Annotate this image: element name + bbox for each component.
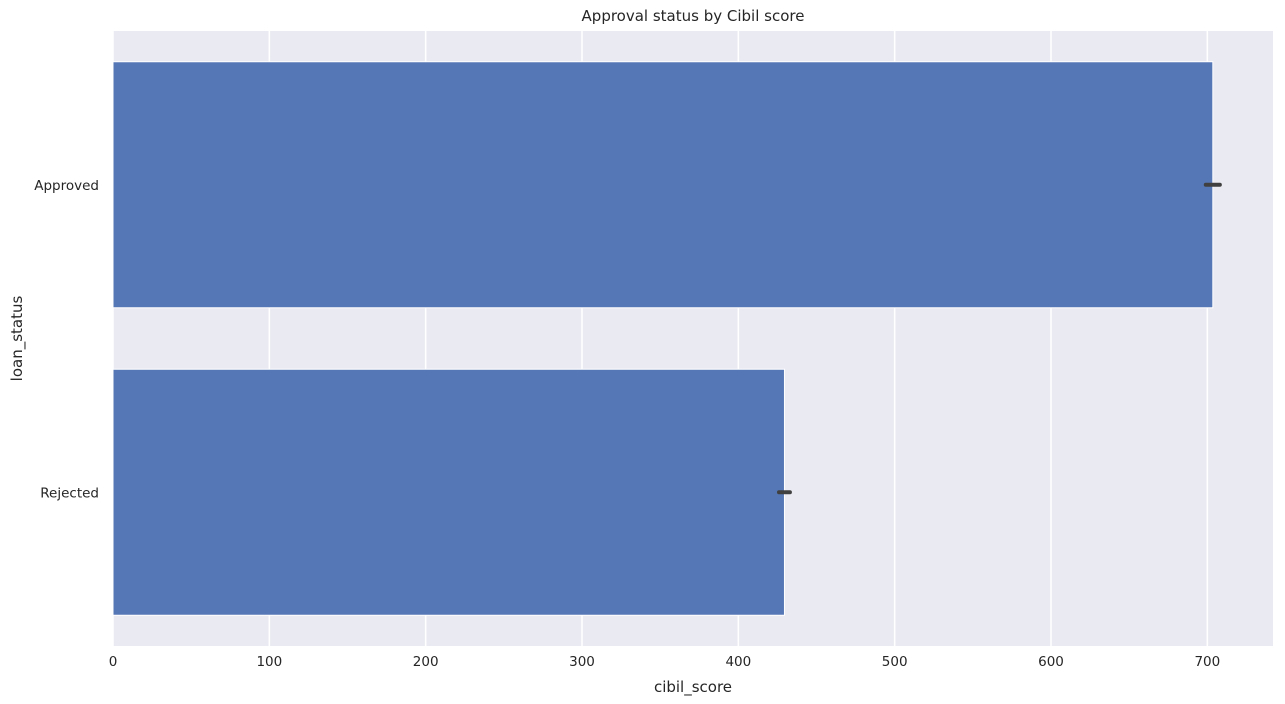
error-bars <box>776 182 1222 495</box>
x-tick-label: 700 <box>1194 654 1220 670</box>
x-tick-label: 0 <box>109 654 118 670</box>
y-tick-labels: Approved Rejected <box>34 178 99 502</box>
bar-rejected <box>112 368 785 616</box>
x-tick-label: 500 <box>882 654 908 670</box>
x-tick-label: 600 <box>1038 654 1064 670</box>
bar-approved <box>112 61 1214 309</box>
x-tick-label: 200 <box>413 654 439 670</box>
y-axis-label: loan_status <box>8 296 27 382</box>
bars <box>112 61 1214 616</box>
y-tick-label: Rejected <box>40 485 99 501</box>
chart-title: Approval status by Cibil score <box>582 7 805 25</box>
y-tick-label: Approved <box>34 178 99 194</box>
x-tick-label: 100 <box>256 654 282 670</box>
x-tick-label: 300 <box>569 654 595 670</box>
x-tick-labels: 0 100 200 300 400 500 600 700 <box>109 654 1221 670</box>
x-axis-label: cibil_score <box>654 678 732 697</box>
x-tick-label: 400 <box>725 654 751 670</box>
